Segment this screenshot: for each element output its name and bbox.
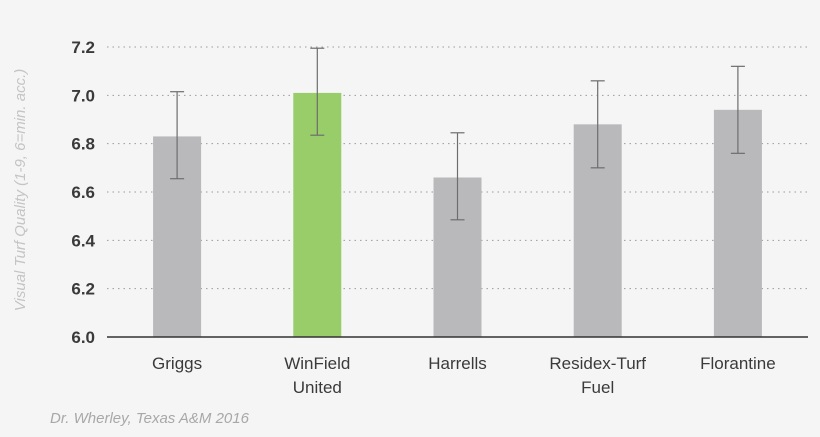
y-tick-label: 6.8 (71, 135, 95, 154)
source-credit: Dr. Wherley, Texas A&M 2016 (50, 410, 250, 427)
y-tick-label: 7.0 (71, 86, 95, 105)
y-tick-label: 7.2 (71, 38, 95, 57)
x-category-label: Harrells (428, 354, 487, 373)
y-tick-label: 6.4 (71, 231, 95, 250)
y-axis-label: Visual Turf Quality (1-9, 6=min. acc.) (12, 69, 29, 311)
x-category-label: United (293, 378, 342, 397)
x-category-label: WinField (284, 354, 350, 373)
x-category-label: Residex-Turf (549, 354, 646, 373)
x-category-label: Fuel (581, 378, 614, 397)
x-category-label: Florantine (700, 354, 776, 373)
y-tick-label: 6.0 (71, 328, 95, 347)
x-category-label: Griggs (152, 354, 202, 373)
y-tick-label: 6.2 (71, 280, 95, 299)
y-tick-label: 6.6 (71, 183, 95, 202)
